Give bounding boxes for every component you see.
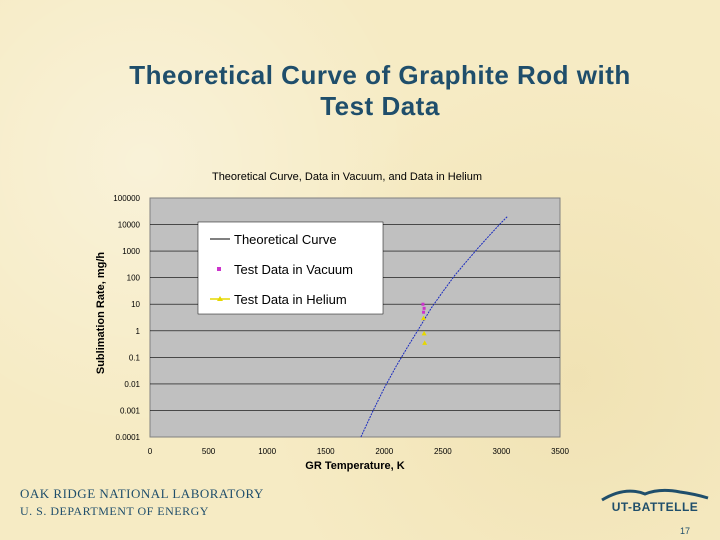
chart-series bbox=[360, 216, 508, 438]
y-tick-label: 100000 bbox=[113, 194, 140, 203]
x-tick-label: 2500 bbox=[434, 447, 452, 456]
y-axis-ticks: 0.0001 0.001 0.01 0.1 1 10 100 1000 10000 100000 bbox=[113, 194, 140, 442]
y-tick-label: 0.0001 bbox=[116, 433, 141, 442]
slide-title: Theoretical Curve of Graphite Rod with T… bbox=[60, 60, 700, 122]
y-axis-label: Sublimation Rate, mg/h bbox=[95, 252, 107, 375]
legend-helium-swatch bbox=[217, 296, 223, 301]
y-tick-label: 1 bbox=[136, 327, 141, 336]
slide-title-line-1: Theoretical Curve of Graphite Rod with bbox=[129, 60, 631, 90]
footer-dept-name: U. S. DEPARTMENT OF ENERGY bbox=[20, 504, 209, 518]
ut-battelle-logo: UT-BATTELLE bbox=[600, 484, 710, 524]
theoretical-curve-line bbox=[360, 216, 508, 438]
x-tick-label: 1500 bbox=[317, 447, 335, 456]
x-tick-label: 1000 bbox=[258, 447, 276, 456]
x-tick-label: 2000 bbox=[375, 447, 393, 456]
y-tick-label: 0.01 bbox=[124, 380, 140, 389]
slide-title-line-2: Test Data bbox=[320, 91, 440, 121]
x-tick-label: 3000 bbox=[493, 447, 511, 456]
helium-data-point bbox=[422, 340, 428, 345]
page-number: 17 bbox=[680, 526, 691, 536]
legend-vacuum-swatch bbox=[217, 267, 221, 271]
footer-org-name: OAK RIDGE NATIONAL LABORATORY bbox=[20, 486, 264, 501]
y-tick-label: 10 bbox=[131, 300, 140, 309]
y-tick-label: 1000 bbox=[122, 247, 140, 256]
vacuum-data-point bbox=[422, 306, 426, 310]
legend-curve-label: Theoretical Curve bbox=[234, 232, 337, 247]
x-axis-ticks: 0 500 1000 1500 2000 2500 3000 3500 bbox=[148, 447, 570, 456]
footer-organization: OAK RIDGE NATIONAL LABORATORY U. S. DEPA… bbox=[20, 486, 264, 519]
y-tick-label: 0.001 bbox=[120, 406, 141, 415]
chart-title: Theoretical Curve, Data in Vacuum, and D… bbox=[212, 171, 482, 183]
y-tick-label: 10000 bbox=[118, 221, 141, 230]
logo-text: UT-BATTELLE bbox=[611, 500, 699, 514]
mountain-logo-icon bbox=[601, 488, 709, 502]
y-tick-label: 100 bbox=[127, 274, 141, 283]
x-tick-label: 0 bbox=[148, 447, 153, 456]
x-tick-label: 500 bbox=[202, 447, 216, 456]
vacuum-data-point bbox=[422, 310, 426, 314]
legend-helium-label: Test Data in Helium bbox=[234, 292, 347, 307]
x-tick-label: 3500 bbox=[551, 447, 569, 456]
helium-data-point bbox=[421, 315, 427, 321]
helium-data-point bbox=[421, 330, 427, 336]
chart-legend: Theoretical Curve Test Data in Vacuum Te… bbox=[197, 221, 384, 315]
y-tick-label: 0.1 bbox=[129, 353, 141, 362]
x-axis-label: GR Temperature, K bbox=[305, 460, 404, 472]
legend-vacuum-label: Test Data in Vacuum bbox=[234, 262, 353, 277]
vacuum-data-point bbox=[421, 302, 425, 306]
